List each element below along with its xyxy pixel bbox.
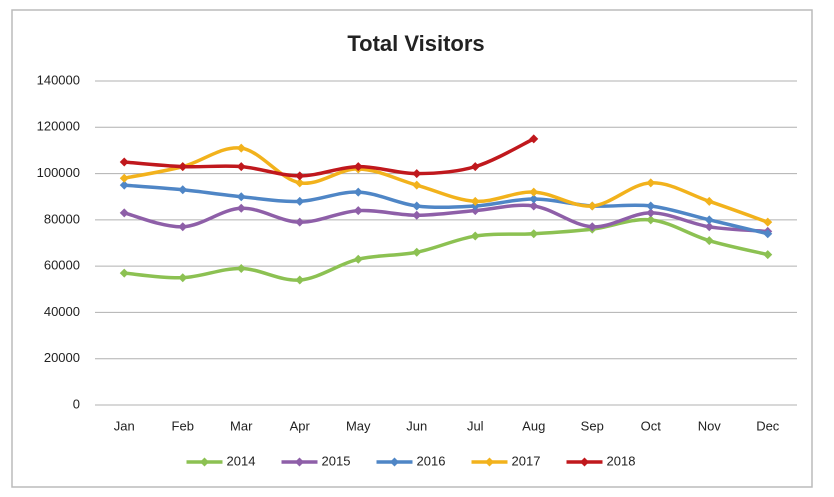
legend-label: 2015	[322, 453, 351, 468]
data-point	[529, 194, 539, 204]
x-tick-label: Jan	[114, 418, 135, 433]
x-tick-label: Feb	[172, 418, 194, 433]
data-point	[119, 157, 129, 167]
data-point	[470, 206, 480, 216]
data-point	[587, 222, 597, 232]
data-point	[236, 162, 246, 172]
x-tick-label: Apr	[290, 418, 311, 433]
data-point	[353, 206, 363, 216]
legend-marker	[295, 457, 304, 467]
chart-border	[11, 9, 813, 488]
data-point	[646, 201, 656, 211]
data-point	[529, 229, 539, 239]
series-line	[124, 183, 769, 236]
data-point	[529, 134, 539, 144]
legend-label: 2017	[512, 453, 541, 468]
x-tick-label: Nov	[698, 418, 722, 433]
data-point	[353, 162, 363, 172]
data-point	[646, 208, 656, 218]
data-point	[119, 208, 129, 218]
y-tick-label: 0	[73, 396, 80, 411]
data-point	[295, 196, 305, 206]
x-tick-label: Aug	[522, 418, 545, 433]
series-line	[124, 217, 769, 282]
legend-label: 2014	[227, 453, 256, 468]
data-point	[704, 236, 714, 246]
x-tick-label: May	[346, 418, 371, 433]
data-point	[412, 201, 422, 211]
data-point	[529, 201, 539, 211]
y-tick-label: 80000	[44, 211, 80, 226]
data-point	[587, 201, 597, 211]
chart-title: Total Visitors	[347, 31, 484, 56]
data-point	[412, 169, 422, 179]
data-point	[412, 247, 422, 257]
data-point	[470, 231, 480, 241]
data-point	[704, 222, 714, 232]
data-point	[646, 178, 656, 188]
data-point	[470, 162, 480, 172]
data-point	[236, 263, 246, 273]
data-point	[236, 143, 246, 153]
legend-label: 2018	[607, 453, 636, 468]
y-tick-label: 140000	[37, 72, 80, 87]
legend-marker	[200, 457, 209, 467]
data-point	[529, 187, 539, 197]
data-point	[119, 173, 129, 183]
y-tick-label: 100000	[37, 165, 80, 180]
data-point	[763, 217, 773, 227]
data-point	[295, 171, 305, 181]
legend-label: 2016	[417, 453, 446, 468]
y-tick-label: 120000	[37, 119, 80, 134]
data-point	[178, 162, 188, 172]
data-point	[763, 250, 773, 260]
data-point	[236, 203, 246, 213]
x-tick-label: Oct	[641, 418, 662, 433]
data-point	[646, 215, 656, 225]
data-point	[470, 201, 480, 211]
data-point	[353, 254, 363, 264]
legend-marker	[580, 457, 589, 467]
x-tick-label: Dec	[756, 418, 780, 433]
y-tick-label: 20000	[44, 350, 80, 365]
data-point	[412, 210, 422, 220]
data-point	[470, 196, 480, 206]
data-point	[704, 215, 714, 225]
data-point	[353, 187, 363, 197]
data-point	[295, 217, 305, 227]
x-tick-label: Sep	[581, 418, 604, 433]
x-tick-label: Jun	[406, 418, 427, 433]
data-point	[295, 178, 305, 188]
legend-marker	[485, 457, 494, 467]
legend-marker	[390, 457, 399, 467]
data-point	[119, 268, 129, 278]
data-point	[236, 192, 246, 202]
data-point	[119, 180, 129, 190]
y-tick-label: 60000	[44, 258, 80, 273]
data-point	[178, 273, 188, 283]
data-point	[763, 229, 773, 239]
data-point	[178, 185, 188, 195]
x-tick-label: Mar	[230, 418, 253, 433]
x-tick-label: Jul	[467, 418, 484, 433]
y-tick-label: 40000	[44, 304, 80, 319]
data-point	[295, 275, 305, 285]
data-point	[704, 196, 714, 206]
data-point	[178, 222, 188, 232]
data-point	[412, 180, 422, 190]
